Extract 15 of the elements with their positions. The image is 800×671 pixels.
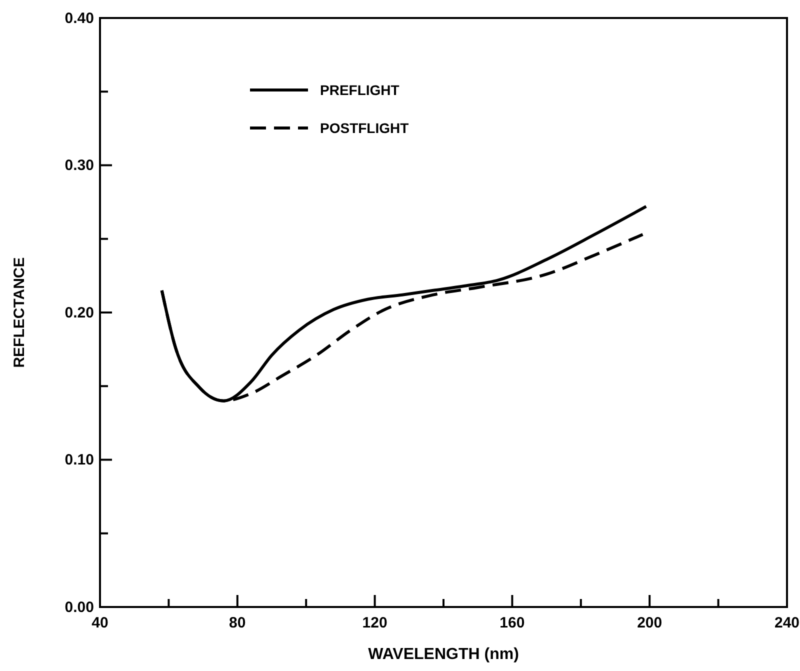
y-tick-label: 0.00 bbox=[64, 598, 94, 616]
y-tick-label: 0.20 bbox=[64, 304, 94, 322]
x-tick-label: 40 bbox=[92, 614, 108, 632]
y-tick-label: 0.10 bbox=[64, 452, 94, 469]
legend-label: POSTFLIGHT bbox=[320, 120, 410, 136]
x-tick-label: 120 bbox=[362, 614, 388, 632]
y-axis-title: REFLECTANCE bbox=[11, 257, 28, 368]
x-tick-label: 160 bbox=[500, 614, 525, 632]
x-tick-label: 200 bbox=[637, 614, 662, 632]
x-axis-title: WAVELENGTH (nm) bbox=[368, 646, 519, 663]
x-tick-label: 240 bbox=[774, 614, 800, 632]
y-tick-label: 0.30 bbox=[64, 157, 94, 174]
legend-label: PREFLIGHT bbox=[320, 82, 400, 98]
y-tick-label: 0.40 bbox=[64, 10, 94, 27]
x-tick-label: 80 bbox=[229, 614, 246, 632]
